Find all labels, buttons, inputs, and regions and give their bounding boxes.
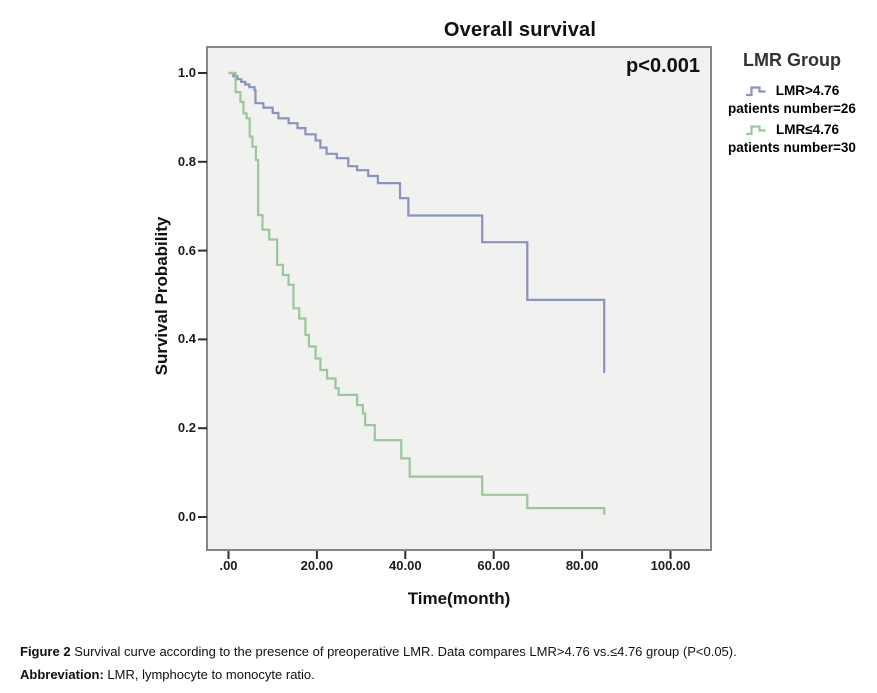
caption-line-2-text: LMR, lymphocyte to monocyte ratio. [103, 667, 315, 683]
legend-entry: LMR≤4.76 [710, 120, 874, 139]
y-axis-title: Survival Probability [152, 216, 171, 376]
x-axis-tick-label: 40.00 [389, 558, 422, 573]
survival-curve-lmr-low [228, 71, 606, 515]
caption-figure-label: Figure 2 [20, 644, 71, 659]
y-axis-tick-label: 0.0 [177, 509, 196, 524]
x-axis-tick-label: 20.00 [300, 558, 334, 573]
x-axis-tick-label: 100.00 [650, 558, 691, 573]
y-axis-tick-label: 0.2 [177, 420, 196, 436]
caption-line-1-text: Survival curve according to the presence… [70, 644, 737, 659]
legend-entry-label: LMR>4.76 [775, 83, 840, 98]
survival-curve-lmr-high [228, 71, 606, 374]
y-axis-tick-label: 0.6 [177, 242, 196, 258]
figure-caption: Figure 2 Survival curve according to the… [20, 644, 820, 691]
caption-abbreviation-label: Abbreviation: [20, 667, 104, 683]
y-axis-tick-label: 0.8 [177, 153, 196, 169]
legend-entry-label: LMR≤4.76 [776, 122, 839, 137]
p-value-annotation: p<0.001 [626, 55, 700, 77]
legend-entries: LMR>4.76 patients number=26 LMR≤4.76 patien… [710, 81, 874, 155]
legend-entry: LMR>4.76 [710, 81, 874, 100]
x-axis-tick-label: .00 [219, 558, 238, 573]
step-line-icon [746, 124, 766, 135]
step-line-icon [745, 85, 766, 96]
legend-title: LMR Group [743, 50, 841, 70]
x-axis-tick-label: 80.00 [565, 558, 599, 573]
legend-entry-patients: patients number=26 [728, 101, 856, 116]
legend: LMR Group LMR>4.76 patients number=26 LMR≤… [710, 50, 874, 159]
x-axis-title: Time(month) [407, 589, 511, 608]
caption-line-2: Abbreviation: LMR, lymphocyte to monocyt… [20, 667, 820, 683]
caption-line-1: Figure 2 Survival curve according to the… [20, 644, 820, 660]
x-axis-tick-label: 60.00 [477, 558, 510, 573]
chart-title: Overall survival [443, 19, 597, 41]
y-axis-tick-label: 0.4 [177, 331, 196, 347]
y-axis-tick-label: 1.0 [177, 65, 196, 80]
plot-frame [206, 46, 712, 551]
legend-entry-patients: patients number=30 [728, 140, 856, 155]
